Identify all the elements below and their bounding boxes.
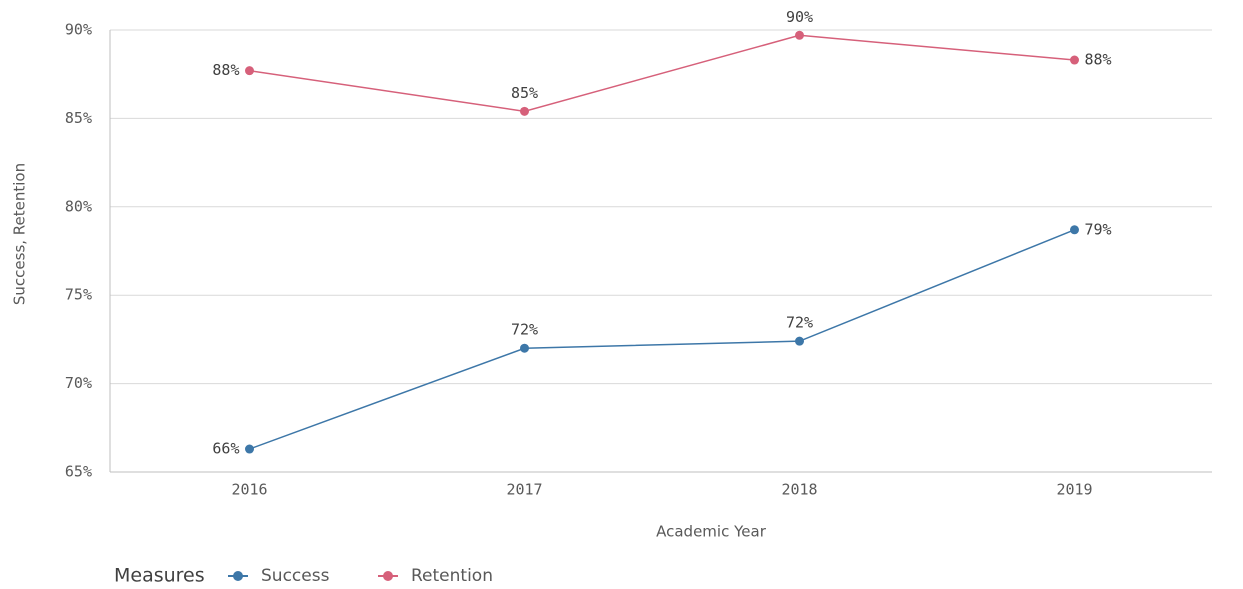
data-point [245,444,254,454]
legend-title: Measures [114,565,205,587]
data-point [245,66,254,76]
legend-label: Retention [411,566,493,586]
y-axis-label: Success, Retention [11,163,29,305]
data-point [520,106,529,116]
y-tick-label: 80% [65,197,92,215]
series-line [249,229,1075,450]
y-tick-label: 90% [65,21,92,39]
x-tick-label: 2018 [781,481,817,499]
data-point [1070,225,1079,235]
data-point [1070,55,1079,65]
legend-marker [383,571,393,581]
data-label: 72% [786,314,813,332]
data-label: 88% [1085,51,1112,69]
data-label: 85% [511,84,538,102]
data-point [795,30,804,40]
data-point [795,336,804,346]
x-tick-label: 2017 [506,481,542,499]
legend-marker [233,571,243,581]
y-tick-label: 75% [65,286,92,304]
data-label: 79% [1085,220,1112,238]
x-tick-label: 2019 [1056,481,1092,499]
y-tick-label: 85% [65,109,92,127]
data-label: 88% [212,61,239,79]
series-line [249,34,1075,113]
legend-label: Success [261,566,330,586]
x-axis-label: Academic Year [656,523,767,541]
data-label: 66% [212,440,239,458]
y-tick-label: 65% [65,463,92,481]
x-tick-label: 2016 [231,481,267,499]
data-point [520,343,529,353]
data-label: 72% [511,321,538,339]
data-label: 90% [786,8,813,26]
y-tick-label: 70% [65,374,92,392]
